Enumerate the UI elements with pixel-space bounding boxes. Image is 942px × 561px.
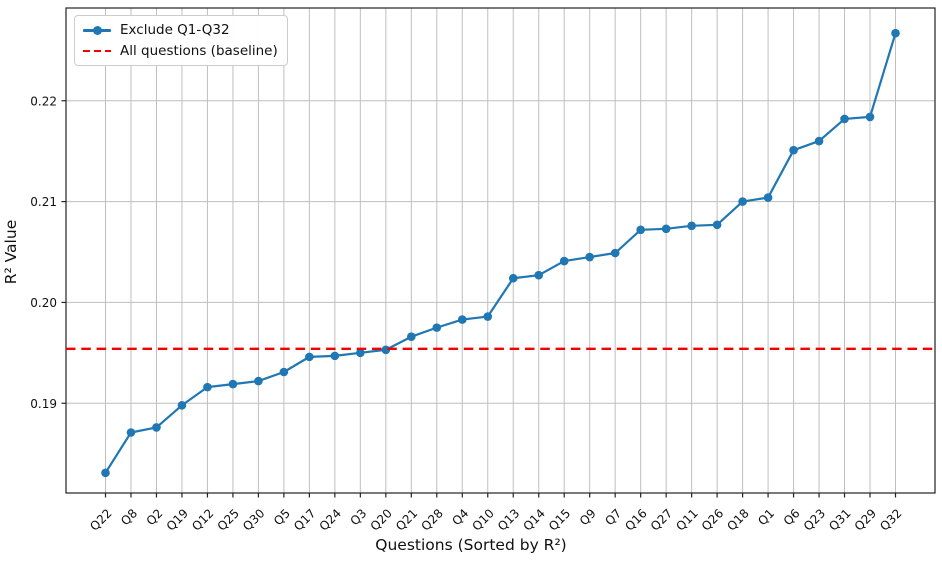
data-point [687, 221, 696, 231]
data-point [559, 256, 569, 266]
x-tick-label: Q20 [368, 506, 395, 533]
x-tick-label: Q32 [877, 506, 904, 533]
data-point [636, 225, 645, 235]
x-tick-label: Q24 [317, 506, 344, 533]
y-tick-label: 0.21 [30, 195, 57, 209]
data-point [585, 252, 594, 262]
dashed-line-sample-icon [83, 42, 111, 60]
data-point [814, 136, 824, 146]
legend-item-series: Exclude Q1-Q32 [83, 21, 278, 39]
x-tick-label: Q4 [449, 506, 471, 528]
data-point [356, 348, 365, 358]
data-point [407, 332, 416, 342]
data-point [203, 382, 212, 392]
data-point [865, 112, 875, 122]
data-point [101, 468, 110, 478]
x-tick-label: Q5 [271, 506, 293, 528]
x-tick-label: Q27 [648, 506, 675, 533]
x-tick-label: Q11 [673, 506, 700, 533]
x-tick-label: Q15 [546, 506, 573, 533]
data-point [177, 400, 187, 410]
data-point [126, 428, 136, 437]
x-tick-label: Q29 [852, 506, 879, 533]
x-tick-label: Q26 [699, 506, 726, 533]
legend-label-baseline: All questions (baseline) [120, 43, 278, 59]
x-tick-label: Q18 [724, 506, 751, 533]
legend-item-baseline: All questions (baseline) [83, 42, 278, 60]
x-tick-label: Q19 [164, 506, 191, 533]
data-point [789, 145, 798, 155]
legend-label-series: Exclude Q1-Q32 [120, 22, 230, 38]
data-point [712, 220, 722, 230]
series-line [104, 32, 897, 474]
x-tick-label: Q10 [470, 506, 497, 533]
x-tick-label: Q17 [291, 506, 318, 533]
data-point [763, 193, 773, 202]
x-tick-label: Q13 [495, 506, 522, 533]
data-point [534, 270, 544, 280]
legend-dashed-line [83, 49, 111, 53]
x-tick-label: Q28 [419, 506, 446, 533]
data-point [152, 423, 161, 432]
x-tick-label: Q21 [393, 506, 420, 533]
x-tick-label: Q6 [781, 506, 803, 528]
data-point [305, 352, 314, 362]
y-axis-title: R² Value [2, 219, 20, 285]
data-point [610, 248, 620, 258]
x-tick-label: Q16 [622, 506, 649, 533]
x-tick-label: Q1 [755, 506, 777, 528]
data-point [330, 351, 340, 361]
x-tick-label: Q2 [144, 506, 166, 528]
x-tick-label: Q12 [189, 506, 216, 533]
data-point [457, 315, 467, 324]
line-marker-sample-icon [83, 21, 111, 39]
x-tick-label: Q9 [577, 506, 599, 528]
data-point [228, 379, 238, 389]
legend-circle-marker [92, 25, 102, 35]
x-tick-label: Q25 [215, 506, 242, 533]
x-tick-label: Q8 [118, 506, 140, 528]
x-tick-label: Q3 [347, 506, 369, 528]
data-point [432, 323, 442, 332]
x-axis-title: Questions (Sorted by R²) [375, 536, 567, 554]
x-tick-label: Q14 [520, 506, 547, 533]
x-tick-label: Q22 [87, 506, 114, 533]
legend: Exclude Q1-Q32 All questions (baseline) [74, 15, 288, 66]
data-point [891, 28, 900, 38]
plot-border [65, 7, 936, 494]
data-point [840, 114, 849, 124]
data-point [483, 312, 493, 321]
y-tick-label: 0.19 [30, 397, 57, 411]
data-point [508, 273, 518, 283]
x-tick-label: Q7 [602, 506, 624, 528]
y-tick-label: 0.20 [30, 296, 57, 310]
data-point [254, 376, 263, 386]
data-point [279, 367, 289, 377]
data-point [661, 224, 671, 234]
data-point [738, 197, 747, 206]
y-tick-label: 0.22 [30, 94, 57, 108]
x-tick-label: Q30 [240, 506, 267, 533]
x-tick-label: Q23 [801, 506, 828, 533]
x-tick-label: Q31 [826, 506, 853, 533]
